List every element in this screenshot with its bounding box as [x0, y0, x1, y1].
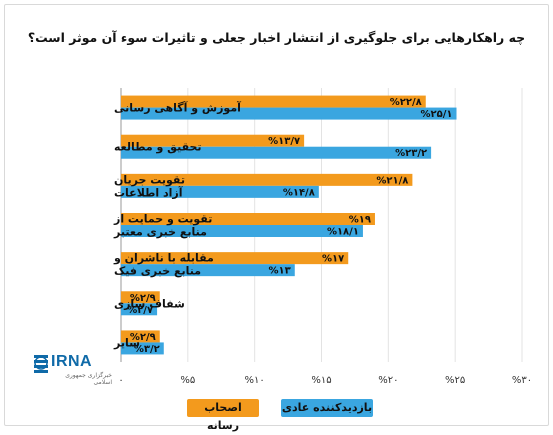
data-label: %۲/۹ — [130, 293, 156, 304]
bar — [121, 213, 375, 225]
x-tick-label: %۱۰ — [245, 375, 265, 386]
x-tick-label: ۰ — [118, 375, 123, 386]
x-tick-label: %۲۵ — [445, 375, 465, 386]
data-label: %۱۹ — [349, 215, 371, 226]
data-label: %۱۴/۸ — [283, 187, 315, 198]
chart-frame — [4, 4, 549, 426]
category-label: مقابله با ناشران و — [113, 252, 214, 265]
bar — [121, 342, 164, 355]
bar — [121, 134, 305, 147]
irna-logo-subtitle: خبرگزاری جمهوری اسلامی — [65, 372, 112, 386]
chart-title: چه راهکارهایی برای جلوگیری از انتشار اخب… — [27, 30, 526, 45]
bar — [121, 185, 319, 198]
category-label: شفاف سازی — [114, 297, 185, 310]
category-label: آموزش و آگاهی رسانی — [114, 101, 241, 115]
bar — [121, 225, 363, 237]
bar — [121, 107, 457, 120]
data-label: %۱۳/۷ — [268, 136, 300, 147]
x-tick-label: %۵ — [180, 375, 195, 386]
data-label: %۲۵/۱ — [421, 109, 453, 120]
category-label: آزاد اطلاعات — [114, 185, 183, 199]
irna-logo-text: IRNA — [51, 353, 93, 370]
irna-logo-mark — [34, 355, 48, 373]
category-label: سایر — [113, 336, 140, 349]
bar — [121, 173, 413, 186]
legend-visitor: بازدیدکننده عادی — [281, 399, 373, 417]
data-label: %۲/۹ — [130, 332, 156, 343]
data-label: %۱۳ — [269, 266, 291, 277]
bar — [121, 303, 158, 316]
x-tick-label: %۱۵ — [311, 375, 331, 386]
category-label: تقویت جریان — [114, 173, 185, 186]
x-tick-label: %۲۰ — [378, 375, 398, 386]
legend-owner: اصحاب رسانه — [187, 399, 259, 432]
data-label: %۱۷ — [322, 254, 344, 265]
category-label: منابع خبری فیک — [114, 265, 201, 278]
bar — [121, 95, 426, 108]
bar — [121, 146, 432, 159]
data-label: %۳/۲ — [134, 344, 160, 355]
bar — [121, 330, 160, 343]
category-label: تحقیق و مطالعه — [114, 141, 202, 154]
category-label: تقویت و حمایت از — [113, 213, 212, 226]
data-label: %۲۳/۲ — [395, 148, 427, 159]
data-label: %۲۱/۸ — [376, 175, 408, 186]
category-label: منابع خبری معتبر — [113, 226, 207, 239]
data-label: %۲/۷ — [127, 305, 153, 316]
data-label: %۱۸/۱ — [327, 227, 359, 238]
irna-logo: IRNA خبرگزاری جمهوری اسلامی — [34, 353, 112, 386]
bar — [121, 291, 160, 304]
bar — [121, 264, 295, 277]
x-tick-label: %۳۰ — [512, 375, 532, 386]
bar — [121, 252, 349, 265]
data-label: %۲۲/۸ — [390, 97, 422, 108]
